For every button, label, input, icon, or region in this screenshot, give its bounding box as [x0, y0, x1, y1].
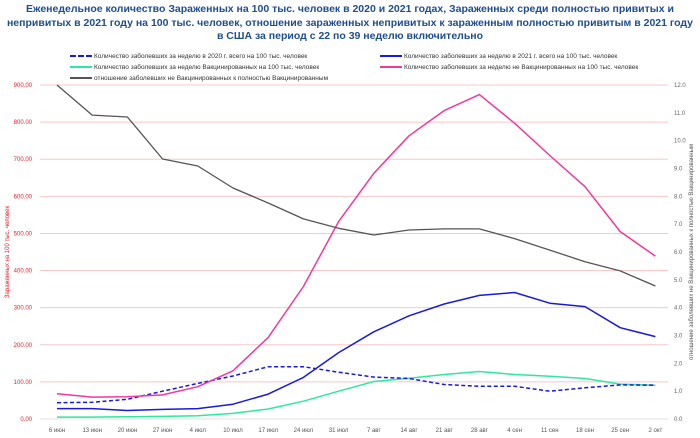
y-tick-label: 300.00 — [14, 306, 33, 312]
y2-tick-label: 7.0 — [674, 222, 683, 228]
legend-item-unvaccinated: Количество заболевших за неделю не Вакци… — [380, 62, 638, 72]
legend-item-ratio: отношение заболевших не Вакцинированных … — [70, 73, 328, 83]
legend-item-2021-total: Количество заболевших за неделю в 2021 г… — [380, 51, 617, 61]
y-tick-label: 0.00 — [20, 417, 32, 423]
legend-label: Количество заболевших за неделю Вакцинир… — [94, 63, 320, 71]
y2-tick-label: 8.0 — [674, 194, 683, 200]
left-axis-ticks: 0.00 100.00 200.00 300.00 400.00 500.00 600.00… — [14, 83, 33, 423]
x-tick-label: 7 авг — [367, 428, 382, 434]
left-axis-label: Зараженных на 100 тыс. человек — [5, 206, 11, 299]
legend-swatch — [380, 66, 402, 68]
x-axis-ticks: 6 июн 13 июн 20 июн 27 июн 4 июл 10 июл 17 июл… — [49, 428, 663, 434]
y-tick-label: 100.00 — [14, 380, 33, 386]
x-tick-label: 4 сен — [507, 428, 522, 434]
series-line-3 — [56, 93, 656, 398]
y-tick-label: 700.00 — [14, 157, 33, 163]
x-tick-label: 4 июл — [190, 428, 207, 434]
x-tick-label: 13 июн — [82, 428, 102, 434]
y-tick-label: 400.00 — [14, 269, 33, 275]
legend-label: Количество заболевших за неделю не Вакци… — [404, 63, 639, 71]
right-axis-label: отношение заболевших не Вакцинированных … — [689, 144, 695, 360]
x-tick-label: 24 июл — [294, 428, 314, 434]
y2-tick-label: 4.0 — [674, 306, 683, 312]
y2-tick-label: 0.0 — [674, 417, 683, 423]
y2-tick-label: 3.0 — [674, 334, 683, 340]
series-lines — [56, 84, 656, 418]
gridlines — [40, 84, 668, 420]
legend-item-2020-total: Количество заболевших за неделю в 2020 г… — [70, 51, 307, 61]
legend-label: Количество заболевших за неделю в 2020 г… — [94, 52, 308, 60]
y2-tick-label: 9.0 — [674, 167, 683, 173]
legend-swatch — [70, 55, 92, 57]
title-line-2: непривитых в 2021 году на 100 тыс. челов… — [6, 16, 694, 29]
legend-swatch — [70, 77, 92, 79]
x-tick-label: 27 июн — [153, 428, 173, 434]
y-tick-label: 800.00 — [14, 120, 33, 126]
x-tick-label: 31 июл — [329, 428, 349, 434]
y2-tick-label: 6.0 — [674, 250, 683, 256]
legend-swatch — [380, 55, 402, 57]
x-tick-label: 28 авг — [471, 428, 489, 434]
x-tick-label: 6 июн — [49, 428, 65, 434]
legend-label: отношение заболевших не Вакцинированных … — [94, 74, 329, 82]
x-tick-label: 11 сен — [541, 428, 559, 434]
x-tick-label: 17 июл — [258, 428, 278, 434]
x-tick-label: 21 авг — [436, 428, 454, 434]
y2-tick-label: 10.0 — [674, 139, 686, 145]
x-tick-label: 25 сен — [611, 428, 629, 434]
y-tick-label: 200.00 — [14, 343, 33, 349]
x-tick-label: 18 сен — [576, 428, 594, 434]
series-line-0 — [56, 365, 656, 404]
series-line-2 — [57, 370, 656, 418]
y2-tick-label: 1.0 — [674, 389, 683, 395]
chart-title: Еженедельное количество Зараженных на 10… — [0, 3, 700, 44]
y-tick-label: 600.00 — [14, 194, 33, 200]
y2-tick-label: 2.0 — [674, 361, 683, 367]
x-tick-label: 14 авг — [400, 428, 418, 434]
x-tick-label: 10 июл — [223, 428, 243, 434]
legend-label: Количество заболевших за неделю в 2021 г… — [404, 52, 618, 60]
x-tick-label: 2 окт — [649, 428, 663, 434]
legend-item-vaccinated: Количество заболевших за неделю Вакцинир… — [70, 62, 319, 72]
y2-tick-label: 11.0 — [674, 111, 686, 117]
y-tick-label: 500.00 — [14, 231, 33, 237]
y2-tick-label: 12.0 — [674, 83, 686, 89]
y2-tick-label: 5.0 — [674, 278, 683, 284]
title-line-3: в США за период с 22 по 39 неделю включи… — [216, 30, 484, 42]
series-line-4 — [56, 84, 656, 287]
right-axis-ticks: 0.0 1.0 2.0 3.0 4.0 5.0 6.0 7.0 8.0 9.0 10.0 11.0 12… — [674, 83, 686, 423]
y-tick-label: 900.00 — [14, 83, 33, 89]
x-tick-label: 20 июн — [118, 428, 138, 434]
title-line-1: Еженедельное количество Зараженных на 10… — [26, 3, 674, 15]
series-line-1 — [57, 291, 656, 412]
legend-swatch — [70, 66, 92, 68]
